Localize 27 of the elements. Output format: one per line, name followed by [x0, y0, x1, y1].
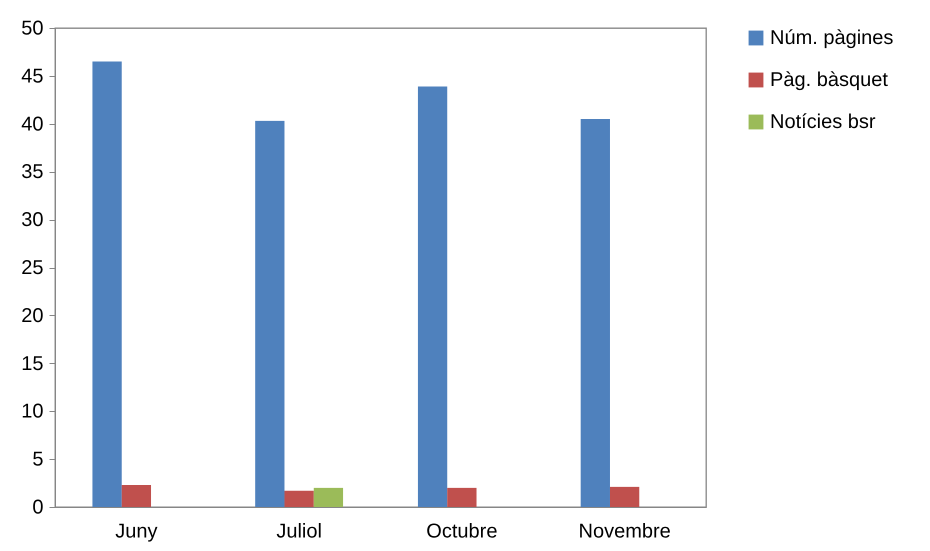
y-tick-label: 15: [21, 352, 44, 375]
y-tick-label: 25: [21, 257, 44, 279]
bar: [314, 488, 344, 507]
bar: [92, 62, 122, 507]
x-tick-label: Juliol: [276, 520, 322, 542]
y-tick-label: 20: [21, 304, 44, 327]
bar: [255, 120, 284, 507]
bar: [284, 490, 314, 507]
legend-label: Notícies bsr: [770, 111, 876, 133]
y-tick-label: 35: [21, 161, 44, 184]
bar: [447, 488, 477, 507]
y-tick-label: 10: [21, 400, 44, 423]
x-tick-label: Novembre: [578, 520, 671, 542]
y-tick-label: 0: [32, 496, 44, 518]
y-tick-label: 45: [21, 65, 44, 88]
legend-label: Núm. pàgines: [770, 27, 894, 49]
bar: [610, 486, 640, 507]
y-tick-label: 30: [21, 209, 44, 232]
y-tick-label: 5: [32, 448, 44, 471]
bar: [580, 119, 610, 507]
y-tick-label: 50: [21, 18, 44, 40]
bar: [418, 86, 448, 507]
x-tick-label: Juny: [115, 520, 158, 542]
legend-label: Pàg. bàsquet: [770, 69, 888, 91]
y-tick-label: 40: [21, 113, 44, 136]
x-tick-label: Octubre: [426, 520, 498, 542]
bar: [122, 484, 152, 507]
